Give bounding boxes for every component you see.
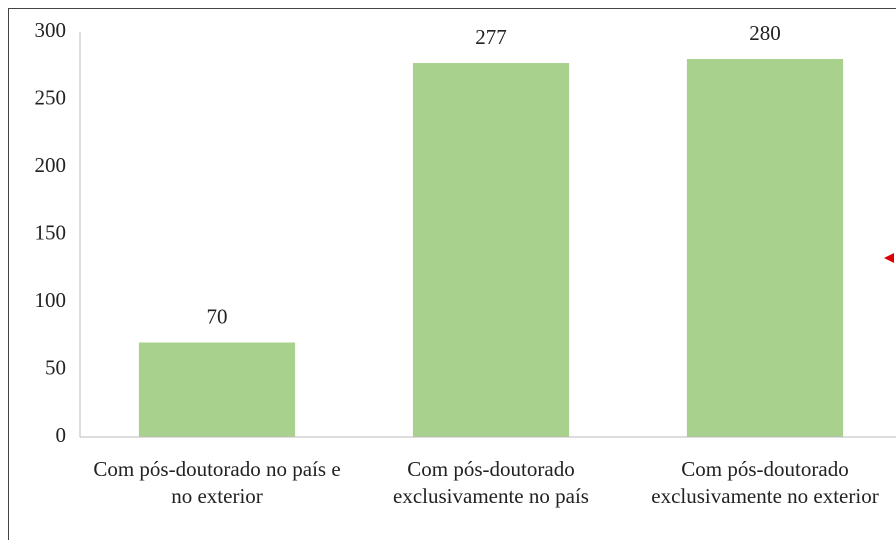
y-tick-label: 200 xyxy=(35,153,67,177)
y-tick-label: 0 xyxy=(56,423,67,447)
bar xyxy=(686,59,844,437)
bar xyxy=(412,63,570,438)
y-tick-label: 250 xyxy=(35,85,67,109)
x-tick-label: Com pós-doutorado no país e no exterior xyxy=(93,457,341,508)
bar xyxy=(138,342,296,437)
y-tick-label: 150 xyxy=(35,220,67,244)
y-tick-label: 300 xyxy=(35,18,67,42)
value-label: 70 xyxy=(207,304,228,328)
x-tick-label: Com pós-doutorado exclusivamente no país xyxy=(393,457,589,508)
arrow-marker xyxy=(884,253,894,263)
frame xyxy=(8,8,896,540)
value-label: 277 xyxy=(475,25,507,49)
x-tick-label: Com pós-doutorado exclusivamente no exte… xyxy=(651,457,879,508)
y-tick-label: 50 xyxy=(45,355,66,379)
y-tick-label: 100 xyxy=(35,288,67,312)
value-label: 280 xyxy=(749,21,781,45)
